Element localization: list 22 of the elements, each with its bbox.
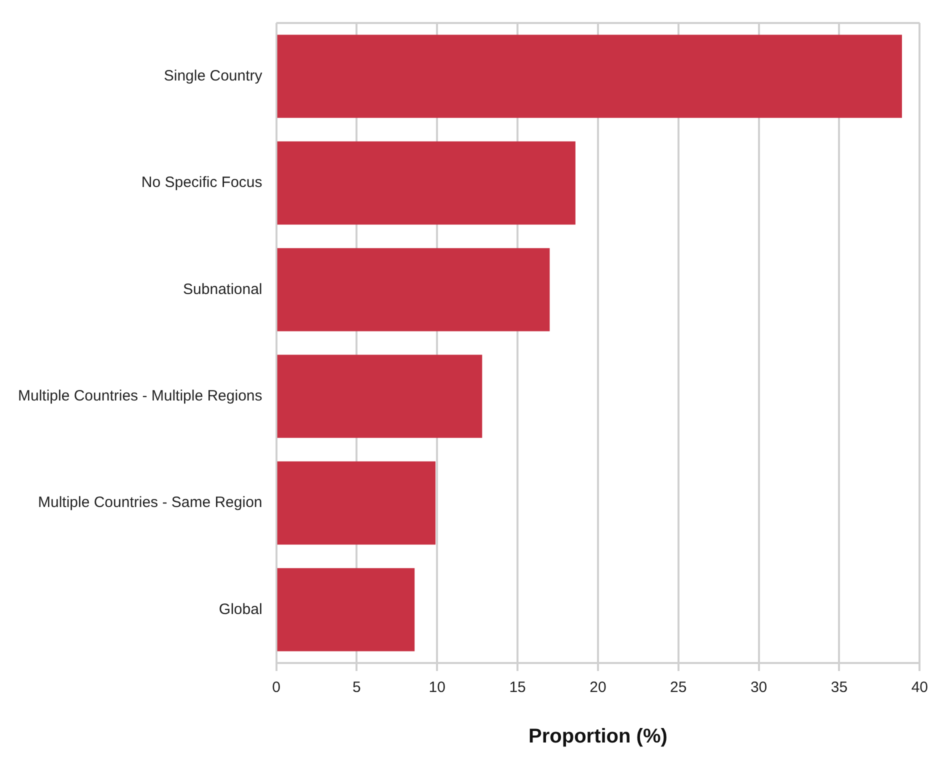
bar: [277, 34, 902, 118]
x-tick-label: 40: [911, 679, 928, 696]
y-tick-label: Subnational: [183, 280, 262, 298]
x-tick-label: 15: [509, 679, 526, 696]
y-tick-label: Single Country: [164, 67, 263, 84]
x-tick-label: 0: [272, 679, 280, 696]
y-tick-label: Multiple Countries - Same Region: [38, 494, 262, 512]
x-tick-label: 10: [428, 679, 446, 696]
bar: [277, 568, 415, 652]
bar: [277, 354, 482, 438]
bar: [277, 248, 550, 332]
x-tick-label: 30: [750, 679, 768, 696]
x-tick-label: 20: [590, 679, 606, 696]
bar: [277, 461, 436, 545]
x-tick-label: 35: [830, 679, 848, 696]
y-tick-label: No Specific Focus: [141, 174, 262, 192]
x-tick-label: 5: [352, 679, 361, 696]
y-tick-label: Multiple Countries - Multiple Regions: [18, 387, 262, 404]
x-tick-label: 25: [670, 679, 687, 696]
y-tick-label: Global: [218, 600, 262, 618]
bar: [277, 141, 576, 225]
x-axis-title: Proportion (%): [528, 726, 668, 748]
